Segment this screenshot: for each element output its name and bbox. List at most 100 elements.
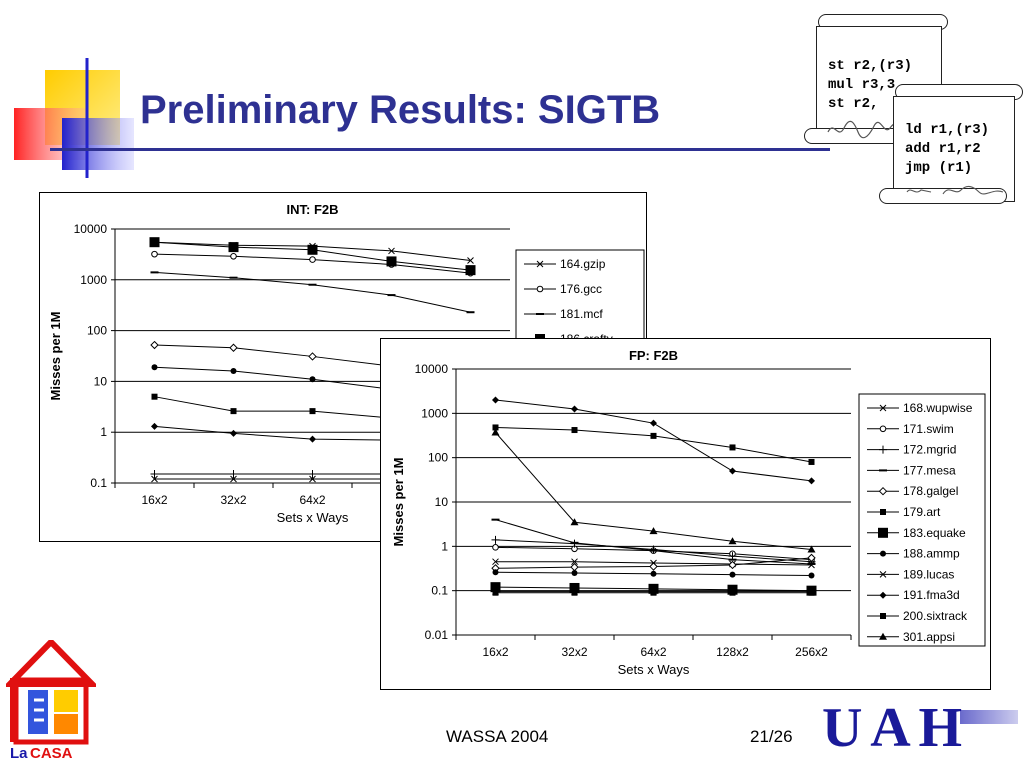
code-line: ld r1,(r3) — [905, 122, 990, 138]
data-point — [879, 404, 887, 412]
data-point — [571, 427, 578, 434]
data-point — [808, 458, 815, 465]
legend-item: 191.fma3d — [867, 588, 960, 602]
legend-label: 179.art — [903, 505, 941, 519]
deco-blue-square — [62, 118, 134, 170]
data-point — [309, 435, 316, 443]
data-point — [536, 260, 544, 268]
chart-fp-svg: FP: F2B 10000 1000 100 10 1 0.1 0.01 16x2 32x2 64x… — [391, 348, 986, 677]
data-point — [151, 422, 158, 430]
series-188-ammp — [492, 569, 815, 579]
data-point — [880, 550, 886, 557]
y-tick-label: 1 — [441, 539, 448, 553]
y-tick-label: 0.1 — [431, 584, 448, 598]
data-point — [808, 477, 815, 485]
data-point — [308, 470, 317, 479]
series-200-sixtrack — [492, 589, 815, 596]
x-tick-label: 64x2 — [299, 493, 325, 507]
x-tick-label: 16x2 — [141, 493, 167, 507]
y-tick-label: 1000 — [421, 406, 448, 420]
legend-box — [858, 393, 986, 647]
data-point — [230, 253, 237, 260]
x-axis-label: Sets x Ways — [277, 510, 349, 525]
data-point — [490, 582, 501, 593]
slide-title: Preliminary Results: SIGTB — [140, 88, 661, 132]
data-point — [648, 583, 659, 594]
data-point — [151, 475, 158, 483]
data-point — [230, 475, 237, 483]
data-point — [386, 256, 397, 267]
data-point — [571, 570, 578, 577]
code-scroll-front: ld r1,(r3) add r1,r2 jmp (r1) — [879, 84, 1023, 206]
data-point — [309, 376, 316, 383]
series-line — [495, 399, 812, 482]
y-tick-label: 100 — [428, 451, 448, 465]
data-point — [307, 244, 318, 255]
y-tick-label: 10 — [435, 495, 449, 509]
legend-label: 177.mesa — [903, 463, 956, 477]
legend-item: 171.swim — [867, 422, 954, 436]
data-point — [729, 589, 736, 596]
data-point — [650, 570, 657, 577]
series-179-art — [492, 424, 815, 465]
x-tick-label: 256x2 — [795, 645, 828, 659]
y-tick-label: 10000 — [415, 362, 449, 376]
data-point — [571, 405, 578, 413]
legend-item: 189.lucas — [867, 567, 954, 581]
legend-label: 191.fma3d — [903, 588, 960, 602]
data-point — [492, 589, 499, 596]
data-point — [880, 613, 886, 619]
data-point — [650, 419, 657, 427]
data-point — [309, 475, 316, 483]
chart-title: INT: F2B — [287, 202, 339, 217]
data-point — [230, 429, 237, 437]
legend-label: 168.wupwise — [903, 401, 973, 415]
data-point — [571, 558, 578, 566]
y-tick-label: 1000 — [80, 273, 107, 287]
legend-item: 178.galgel — [867, 484, 958, 498]
data-point — [879, 571, 887, 578]
series-line — [495, 426, 812, 463]
svg-text:La: La — [10, 745, 28, 762]
uah-logo: UAH — [822, 698, 1018, 758]
code-line: mul r3,3 — [828, 77, 896, 93]
x-tick-label: 16x2 — [482, 645, 508, 659]
data-point — [879, 591, 887, 599]
x-tick-label: 32x2 — [220, 493, 246, 507]
data-point — [878, 527, 888, 538]
footer-conference: WASSA 2004 — [446, 727, 549, 746]
data-point — [649, 527, 658, 535]
legend-label: 188.ammp — [903, 547, 960, 561]
data-point — [149, 237, 160, 248]
y-tick-label: 100 — [87, 324, 107, 338]
legend: 168.wupwise 171.swim 172.mgrid 177.mesa 178.… — [858, 393, 986, 647]
data-point — [570, 518, 579, 526]
legend-item: 172.mgrid — [867, 443, 956, 457]
legend-label: 164.gzip — [560, 257, 606, 271]
data-point — [879, 445, 887, 454]
data-point — [650, 589, 657, 596]
data-point — [492, 396, 499, 404]
legend-label: 189.lucas — [903, 567, 954, 581]
data-point — [388, 247, 395, 255]
data-point — [649, 562, 658, 571]
data-point — [649, 545, 658, 554]
data-point — [151, 250, 158, 258]
legend-item: 168.wupwise — [867, 401, 973, 415]
y-tick-label: 0.01 — [425, 628, 449, 642]
legend-label: 181.mcf — [560, 307, 603, 321]
legend-item: 200.sixtrack — [867, 609, 968, 623]
data-point — [807, 553, 816, 563]
data-point — [467, 257, 474, 264]
data-point — [729, 444, 736, 451]
code-line: st r2,(r3) — [828, 58, 913, 74]
data-point — [491, 535, 500, 544]
data-point — [728, 560, 737, 570]
data-point — [309, 408, 316, 415]
svg-text:CASA: CASA — [30, 745, 73, 762]
legend-item: 164.gzip — [524, 257, 606, 271]
series-301-appsi — [491, 428, 816, 553]
legend-item: 301.appsi — [867, 630, 955, 644]
lacasa-logo: La CASA — [6, 640, 96, 762]
